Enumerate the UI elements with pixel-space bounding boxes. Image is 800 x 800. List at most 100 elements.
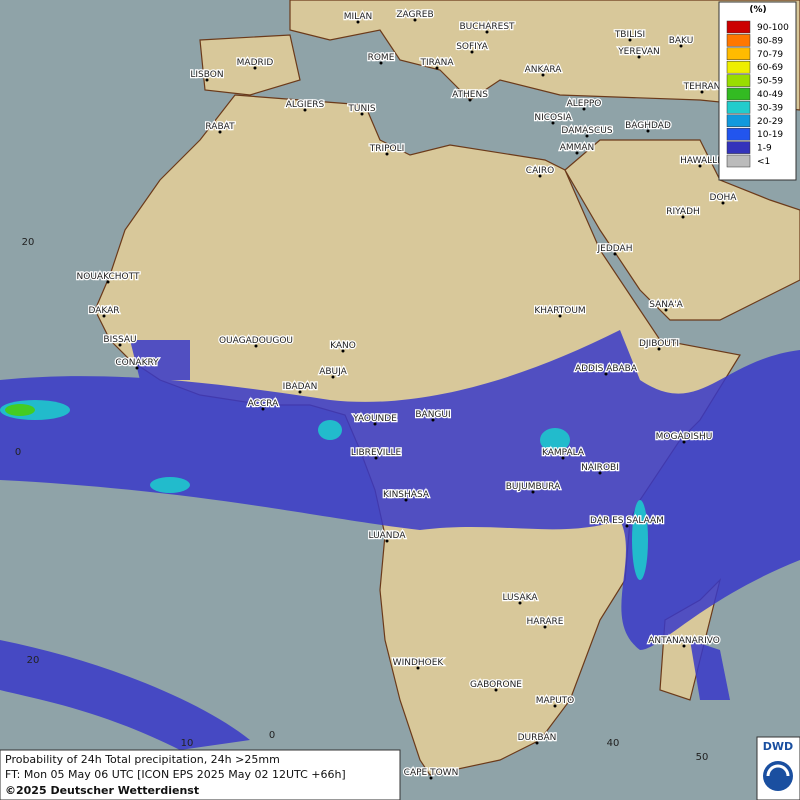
city-label: HARARE	[527, 617, 564, 627]
legend-label: 90-100	[757, 23, 789, 33]
city-label: ALGIERS	[286, 100, 325, 110]
city-dot	[518, 601, 522, 605]
city-dot	[253, 66, 257, 70]
legend-label: 1-9	[757, 144, 772, 154]
city-label: DAR ES SALAAM	[590, 516, 664, 526]
grid-label: 20	[27, 655, 40, 666]
city-label: IBADAN	[283, 382, 318, 392]
city-dot	[373, 422, 377, 426]
legend-swatch	[726, 127, 751, 141]
legend-swatch	[726, 114, 751, 128]
city-dot	[558, 314, 562, 318]
city-label: NAIROBI	[581, 463, 619, 473]
grid-label: 40	[607, 738, 620, 749]
grid-label: 0	[15, 447, 21, 458]
city-label: CONAKRY	[115, 358, 159, 368]
city-label: TIRANA	[419, 58, 454, 68]
city-dot	[468, 98, 472, 102]
city-label: CAPE TOWN	[404, 768, 459, 778]
city-dot	[416, 666, 420, 670]
city-label: YEREVAN	[617, 47, 660, 57]
logo: DWD	[756, 736, 800, 800]
legend-swatch	[726, 141, 751, 154]
footer-box	[0, 749, 401, 800]
city-dot	[541, 73, 545, 77]
legend-title: (%)	[749, 5, 766, 15]
legend-swatch	[726, 47, 751, 61]
city-dot	[374, 456, 378, 460]
city-label: RIYADH	[666, 207, 700, 217]
city-dot	[102, 314, 106, 318]
legend-label: 30-39	[757, 103, 783, 113]
city-label: BISSAU	[103, 335, 136, 345]
city-dot	[413, 18, 417, 22]
footer-line: ©2025 Deutscher Wetterdienst	[5, 784, 199, 797]
city-label: BANGUI	[415, 410, 450, 420]
city-label: MAPUTO	[536, 696, 575, 706]
legend-swatch	[726, 20, 751, 34]
city-label: DAMASCUS	[561, 126, 612, 136]
legend-swatch	[726, 60, 751, 74]
city-dot	[429, 776, 433, 780]
legend-label: 80-89	[757, 36, 783, 46]
city-dot	[118, 343, 122, 347]
city-dot	[404, 498, 408, 502]
legend-label: 10-19	[757, 130, 783, 140]
city-label: LUANDA	[369, 531, 407, 541]
city-label: KAMPALA	[542, 448, 585, 458]
legend-label: 70-79	[757, 50, 783, 60]
city-label: GABORONE	[470, 680, 522, 690]
precipitation-peak	[5, 404, 35, 416]
city-dot	[604, 372, 608, 376]
footer: Probability of 24h Total precipitation, …	[0, 749, 401, 800]
legend-swatch	[726, 74, 751, 87]
city-label: TUNIS	[347, 104, 375, 114]
city-label: TBILISI	[614, 30, 645, 40]
city-label: WINDHOEK	[393, 658, 445, 668]
legend-label: 20-29	[757, 117, 783, 127]
city-label: CAIRO	[526, 166, 554, 176]
city-dot	[470, 50, 474, 54]
city-dot	[657, 347, 661, 351]
city-label: BUJUMBURA	[506, 482, 561, 492]
city-dot	[431, 418, 435, 422]
city-dot	[646, 129, 650, 133]
city-dot	[303, 108, 307, 112]
city-dot	[331, 375, 335, 379]
legend-swatch	[726, 154, 751, 168]
city-label: ABUJA	[319, 367, 347, 377]
legend-label: 40-49	[757, 90, 783, 100]
city-label: TEHRAN	[683, 82, 721, 92]
logo-swirl	[766, 764, 790, 777]
city-dot	[637, 55, 641, 59]
city-label: JEDDAH	[597, 244, 633, 254]
city-label: HAWALLI	[680, 156, 720, 166]
grid-labels: 20 0 20 10 0 40 50	[15, 237, 709, 763]
city-label: KINSHASA	[383, 490, 430, 500]
city-label: TRIPOLI	[369, 144, 405, 154]
city-label: YAOUNDE	[352, 414, 397, 424]
city-label: OUAGADOUGOU	[219, 336, 293, 346]
city-dot	[582, 107, 586, 111]
city-dot	[385, 152, 389, 156]
city-label: MILAN	[344, 12, 373, 22]
city-dot	[360, 112, 364, 116]
city-label: KANO	[330, 341, 356, 351]
city-label: NICOSIA	[534, 113, 572, 123]
city-dot	[531, 490, 535, 494]
city-label: ANKARA	[525, 65, 563, 75]
city-dot	[551, 121, 555, 125]
city-label: ATHENS	[452, 90, 488, 100]
city-label: NOUAKCHOTT	[77, 272, 140, 282]
city-dot	[494, 688, 498, 692]
city-dot	[298, 390, 302, 394]
city-label: MOGADISHU	[656, 432, 713, 442]
city-dot	[561, 456, 565, 460]
grid-label: 20	[22, 237, 35, 248]
legend: (%) 90-100 80-89 70-79 60-69 50-59 40-49 30-39…	[718, 1, 797, 181]
city-label: BUCHAREST	[459, 22, 515, 32]
city-dot	[205, 78, 209, 82]
legend-label: 60-69	[757, 63, 783, 73]
city-label: ANTANANARIVO	[648, 636, 720, 646]
